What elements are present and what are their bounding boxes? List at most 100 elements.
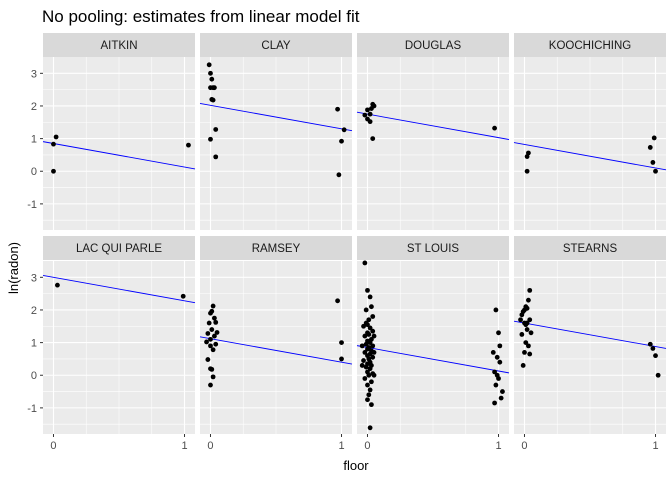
data-point — [527, 351, 533, 357]
y-tick-label: -1 — [27, 199, 37, 211]
data-point — [213, 127, 219, 132]
data-point — [492, 369, 497, 375]
data-point — [205, 357, 211, 362]
data-point — [492, 400, 497, 406]
x-tick-label: 1 — [495, 440, 501, 452]
data-point — [209, 308, 215, 314]
data-point — [210, 347, 216, 353]
data-point — [370, 101, 376, 107]
data-point — [490, 349, 496, 355]
fit-line — [513, 142, 667, 171]
fit-line — [42, 141, 196, 170]
data-point — [208, 382, 213, 388]
data-point — [180, 293, 186, 299]
fit-line — [42, 274, 196, 304]
data-point — [520, 363, 526, 368]
data-point — [209, 76, 215, 82]
data-point — [371, 333, 377, 339]
strip-label: KOOCHICHING — [549, 40, 631, 52]
fit-line — [356, 345, 510, 374]
data-point — [366, 317, 372, 323]
x-tick-label: 1 — [338, 440, 344, 452]
data-point — [214, 330, 220, 335]
y-axis-title: ln(radon) — [6, 242, 21, 294]
data-point — [647, 341, 653, 347]
data-point — [497, 359, 503, 365]
data-point — [370, 354, 376, 360]
y-tick-label: 3 — [31, 272, 37, 284]
data-point — [366, 332, 372, 337]
x-axis-title: floor — [343, 458, 369, 473]
data-point — [369, 304, 374, 310]
data-point — [365, 287, 370, 293]
data-point — [363, 307, 369, 313]
data-point — [655, 372, 661, 378]
x-tick-label: 1 — [652, 440, 658, 452]
data-point — [55, 282, 60, 288]
data-point — [519, 332, 525, 337]
data-point — [653, 353, 658, 359]
strip — [43, 33, 195, 57]
data-point — [362, 260, 368, 266]
data-point — [497, 343, 503, 349]
data-point — [524, 320, 530, 326]
data-point — [524, 168, 530, 174]
data-point — [359, 363, 365, 368]
data-point — [186, 142, 191, 148]
strip — [200, 236, 352, 260]
data-point — [208, 336, 213, 342]
data-point — [522, 349, 527, 355]
data-point — [370, 314, 376, 319]
data-point — [370, 343, 376, 349]
data-point — [361, 358, 366, 363]
y-tick-label: 2 — [31, 305, 37, 317]
data-point — [363, 320, 369, 326]
strip-label: AITKIN — [100, 40, 137, 52]
data-point — [367, 294, 373, 300]
data-point — [361, 323, 366, 329]
data-point — [371, 349, 377, 355]
facet-panels: AITKIN -1 0 1 2 3 CLAY DOUGLAS KOOCHICHING LAC QU… — [27, 33, 667, 452]
data-point — [209, 327, 215, 332]
data-point — [367, 366, 373, 372]
panel-koochiching: KOOCHICHING — [513, 33, 667, 230]
panel-st-louis: ST LOUIS 0 1 — [356, 236, 510, 452]
data-point — [212, 333, 217, 339]
panel-aitkin: AITKIN -1 0 1 2 3 — [27, 33, 196, 230]
y-tick-label: 1 — [31, 134, 37, 146]
strip-label: RAMSEY — [252, 243, 301, 255]
data-point — [367, 425, 373, 431]
fit-line — [199, 336, 353, 365]
fit-line — [356, 111, 510, 140]
strip — [357, 236, 509, 260]
data-point — [213, 341, 219, 347]
data-point — [527, 287, 533, 293]
data-point — [651, 135, 657, 141]
data-point — [367, 340, 373, 346]
data-point — [335, 106, 340, 112]
data-point — [366, 392, 372, 398]
data-point — [362, 349, 368, 355]
data-point — [527, 317, 533, 323]
data-point — [653, 168, 658, 174]
data-point — [208, 343, 213, 349]
x-tick-label: 0 — [364, 440, 370, 452]
strip — [514, 236, 666, 260]
data-point — [498, 395, 504, 401]
panel-ramsey: RAMSEY 0 1 — [199, 236, 353, 452]
data-point — [213, 319, 219, 325]
y-tick-label: 1 — [31, 338, 37, 350]
data-point — [339, 340, 344, 346]
data-point — [335, 298, 340, 304]
x-tick-label: 0 — [50, 440, 56, 452]
strip-label: CLAY — [261, 40, 291, 52]
data-point — [51, 168, 56, 174]
data-point — [205, 331, 211, 336]
data-point — [367, 111, 373, 117]
y-tick-label: 2 — [31, 101, 37, 113]
data-point — [204, 339, 209, 345]
data-point — [359, 343, 365, 349]
data-point — [213, 154, 219, 160]
data-point — [362, 333, 368, 339]
